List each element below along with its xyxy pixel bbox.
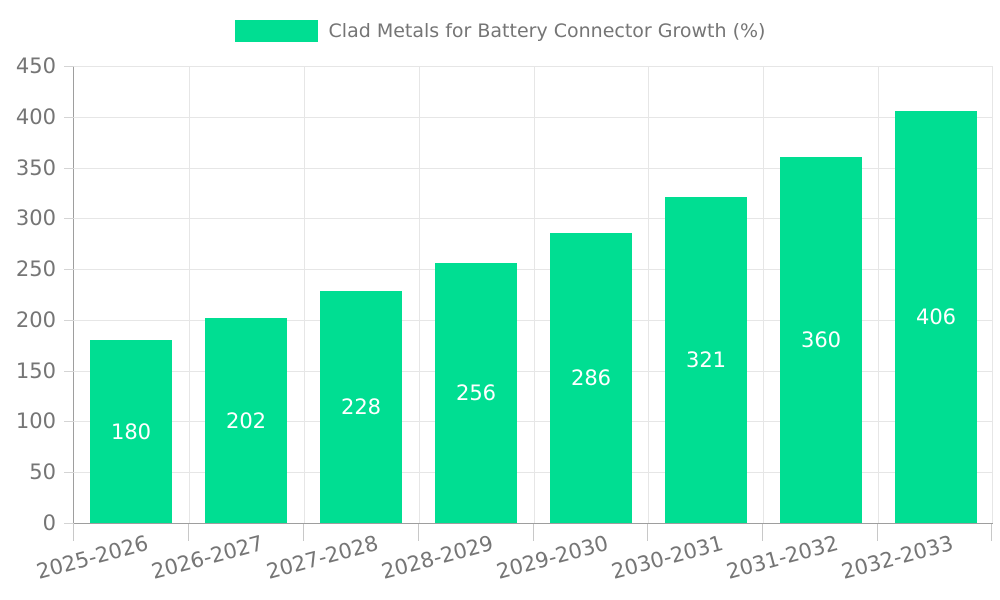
bar-value-label: 286 xyxy=(570,366,612,390)
gridline-v xyxy=(534,66,535,523)
y-axis-label: 450 xyxy=(15,54,56,78)
y-axis-label: 250 xyxy=(15,257,56,281)
bar[interactable]: 180 xyxy=(90,340,172,523)
x-axis-tick xyxy=(533,524,534,541)
x-axis-tick xyxy=(303,524,304,541)
bar[interactable]: 321 xyxy=(665,197,747,523)
gridline-h xyxy=(74,66,993,67)
y-axis-tick xyxy=(64,218,74,219)
gridline-v xyxy=(304,66,305,523)
bar-value-label: 180 xyxy=(110,419,152,444)
y-axis-label: 0 xyxy=(42,511,56,535)
y-axis-tick xyxy=(64,472,74,473)
bar[interactable]: 228 xyxy=(320,291,402,523)
y-axis-tick xyxy=(64,320,74,321)
gridline-h xyxy=(74,218,993,219)
bar[interactable]: 256 xyxy=(435,263,517,523)
y-axis-tick xyxy=(64,168,74,169)
gridline-h xyxy=(74,421,993,422)
bar[interactable]: 202 xyxy=(205,318,287,523)
bar-value-label: 256 xyxy=(455,381,497,405)
x-axis-label: 2032-2033 xyxy=(838,531,956,584)
x-axis-tick xyxy=(188,524,189,541)
plot-area: 180 202 228 256 286 321 360 406 xyxy=(64,66,993,524)
y-axis-label: 400 xyxy=(15,105,56,129)
x-axis-label: 2030-2031 xyxy=(608,531,726,584)
x-axis-label: 2026-2027 xyxy=(148,531,266,584)
y-axis-tick xyxy=(64,269,74,270)
x-axis-tick xyxy=(73,524,74,541)
y-axis-tick xyxy=(64,421,74,422)
x-axis-label: 2028-2029 xyxy=(378,531,496,584)
y-axis-label: 350 xyxy=(15,156,56,180)
x-axis-label: 2027-2028 xyxy=(263,531,381,584)
bar-value-label: 321 xyxy=(685,348,727,372)
x-axis-label: 2029-2030 xyxy=(493,531,611,584)
gridline-h xyxy=(74,269,993,270)
legend[interactable]: Clad Metals for Battery Connector Growth… xyxy=(0,20,1000,42)
y-axis-tick xyxy=(64,523,74,524)
y-axis-label: 200 xyxy=(15,308,56,332)
gridline-v xyxy=(419,66,420,523)
y-axis-tick xyxy=(64,117,74,118)
x-axis-tick xyxy=(418,524,419,541)
gridline-h xyxy=(74,472,993,473)
gridline-v xyxy=(992,66,993,523)
y-axis-label: 50 xyxy=(29,460,56,484)
legend-swatch[interactable] xyxy=(234,20,318,42)
bar[interactable]: 360 xyxy=(780,157,862,523)
y-axis-tick xyxy=(64,66,74,67)
gridline-v xyxy=(763,66,764,523)
y-axis-tick xyxy=(64,371,74,372)
x-axis-tick xyxy=(991,524,992,541)
bar-value-label: 360 xyxy=(800,328,842,352)
x-axis-tick xyxy=(647,524,648,541)
x-axis-tick xyxy=(762,524,763,541)
x-axis-label: 2025-2026 xyxy=(33,531,151,584)
y-axis-label: 150 xyxy=(15,359,56,383)
bar-value-label: 406 xyxy=(915,305,957,329)
y-axis-label: 300 xyxy=(15,206,56,230)
gridline-h xyxy=(74,371,993,372)
gridline-h xyxy=(74,168,993,169)
x-axis-label: 2031-2032 xyxy=(723,531,841,584)
x-axis-tick xyxy=(877,524,878,541)
bar[interactable]: 406 xyxy=(895,111,977,523)
y-axis-label: 100 xyxy=(15,409,56,433)
bar[interactable]: 286 xyxy=(550,233,632,523)
bar-value-label: 228 xyxy=(340,395,382,419)
legend-label: Clad Metals for Battery Connector Growth… xyxy=(328,20,766,42)
gridline-h xyxy=(74,117,993,118)
gridline-v xyxy=(189,66,190,523)
bar-value-label: 202 xyxy=(225,408,267,433)
gridline-v xyxy=(878,66,879,523)
gridline-h xyxy=(74,320,993,321)
gridline-v xyxy=(648,66,649,523)
